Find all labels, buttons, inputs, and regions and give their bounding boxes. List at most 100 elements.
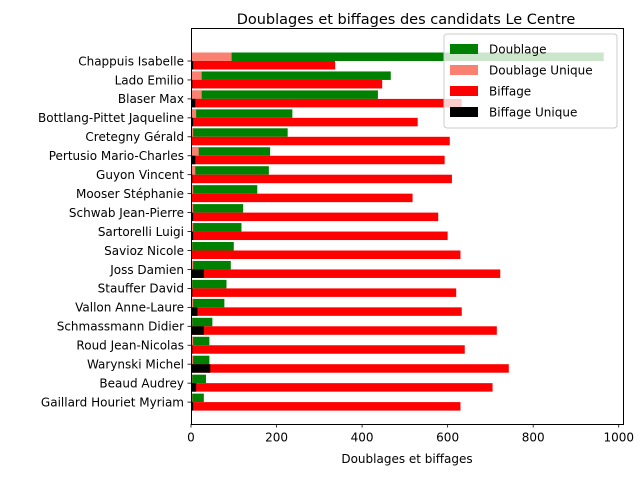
bar-biffage-unique [191, 117, 194, 127]
legend: Doublage Doublage Unique Biffage Biffage Un… [443, 33, 618, 129]
x-tick-label: 400 [351, 431, 374, 445]
bar-doublage [191, 204, 244, 213]
bar-biffage [191, 174, 452, 184]
y-tick-label: Chappuis Isabelle [78, 54, 184, 68]
y-tick-label: Savioz Nicole [104, 244, 184, 258]
bar-biffage [191, 193, 413, 203]
y-tick-label: Roud Jean-Nicolas [76, 339, 184, 353]
x-tick-label: 600 [436, 431, 459, 445]
legend-swatch [450, 86, 478, 96]
x-tick-label: 800 [522, 431, 545, 445]
bar-biffage-unique [191, 231, 194, 241]
bar-biffage-unique [191, 61, 194, 70]
bar-doublage-unique [191, 185, 194, 194]
bar-doublage [191, 223, 242, 232]
bar-biffage [191, 364, 509, 373]
x-axis-label: Doublages et biffages [341, 452, 472, 466]
bar-biffage [191, 345, 465, 354]
y-tick-label: Warynski Michel [87, 358, 184, 372]
x-tick-label: 200 [265, 431, 288, 445]
bar-biffage [191, 212, 439, 222]
chart-title: Doublages et biffages des candidats Le C… [237, 12, 576, 28]
bar-doublage [191, 393, 204, 403]
bar-doublage-unique [191, 128, 194, 137]
bar-doublage [191, 185, 258, 194]
bar-doublage [191, 242, 234, 251]
bar-doublage-unique [191, 260, 194, 270]
y-tick-label: Mooser Stéphanie [76, 187, 184, 201]
bar-doublage [191, 355, 210, 365]
bar-doublage [191, 279, 227, 289]
bar-biffage [191, 79, 383, 89]
bar-doublage-unique [191, 204, 194, 213]
y-tick-label: Schmassmann Didier [57, 320, 184, 334]
bar-doublage [191, 109, 293, 118]
bar-biffage [191, 402, 461, 411]
y-tick-label: Sartorelli Luigi [98, 225, 184, 239]
bar-doublage-unique [191, 336, 194, 346]
legend-box [443, 33, 618, 129]
bar-doublage [191, 90, 378, 99]
bar-biffage [191, 307, 462, 316]
y-tick-label: Lado Emilio [115, 73, 184, 87]
y-axis: Chappuis Isabelle Lado Emilio Blaser Max Bo… [38, 54, 191, 409]
bar-doublage-unique [191, 298, 194, 308]
legend-label: Doublage Unique [489, 64, 593, 78]
legend-swatch [450, 44, 478, 54]
bar-biffage-unique [191, 212, 194, 222]
x-tick-label: 0 [187, 431, 195, 445]
bar-doublage-unique [191, 109, 197, 118]
bar-biffage-unique [191, 269, 204, 278]
bars-layer [191, 52, 604, 411]
y-tick-label: Cretegny Gérald [85, 130, 184, 144]
bar-doublage [191, 374, 206, 384]
y-tick-label: Stauffer David [98, 282, 184, 296]
legend-label: Doublage [489, 43, 547, 57]
x-tick-label: 1000 [603, 431, 634, 445]
bar-doublage-unique [191, 355, 194, 365]
bar-biffage [191, 250, 461, 259]
y-tick-label: Beaud Audrey [99, 376, 184, 390]
bar-biffage-unique [191, 307, 198, 316]
legend-swatch [450, 107, 478, 117]
y-tick-label: Guyon Vincent [96, 168, 184, 182]
bar-biffage-unique [191, 383, 197, 392]
y-tick-label: Bottlang-Pittet Jaqueline [38, 111, 184, 125]
bar-doublage [191, 317, 213, 327]
y-tick-label: Gaillard Houriet Myriam [41, 395, 184, 409]
bar-biffage-unique [191, 155, 196, 165]
bar-biffage [191, 269, 501, 278]
plot-frame [191, 28, 624, 425]
bar-doublage [191, 52, 604, 61]
bar-biffage-unique [191, 402, 194, 411]
bar-biffage [191, 231, 448, 241]
bar-doublage [191, 166, 269, 175]
bar-doublage [191, 128, 288, 137]
legend-label: Biffage [489, 85, 531, 99]
bar-doublage [191, 71, 391, 80]
bar-doublage-unique [191, 223, 194, 232]
x-axis: 0 200 400 600 800 1000 [187, 424, 634, 445]
bar-doublage [191, 260, 231, 270]
bar-biffage [191, 326, 497, 335]
y-tick-label: Pertusio Mario-Charles [49, 149, 184, 163]
bar-biffage [191, 136, 450, 146]
bar-doublage [191, 147, 271, 156]
y-tick-label: Schwab Jean-Pierre [69, 206, 184, 220]
bar-biffage-unique [191, 98, 196, 108]
legend-label: Biffage Unique [489, 106, 577, 120]
bar-biffage [191, 98, 462, 108]
bar-doublage [191, 336, 210, 346]
bar-doublage-unique [191, 71, 202, 80]
bar-biffage [191, 155, 445, 165]
y-tick-label: Vallon Anne-Laure [75, 301, 184, 315]
bar-biffage-unique [191, 364, 211, 373]
bar-doublage [191, 298, 225, 308]
y-tick-label: Joss Damien [109, 263, 184, 277]
bar-doublage-unique [191, 52, 232, 61]
bar-biffage-unique [191, 326, 204, 335]
y-tick-label: Blaser Max [118, 92, 184, 106]
bar-biffage [191, 61, 336, 70]
